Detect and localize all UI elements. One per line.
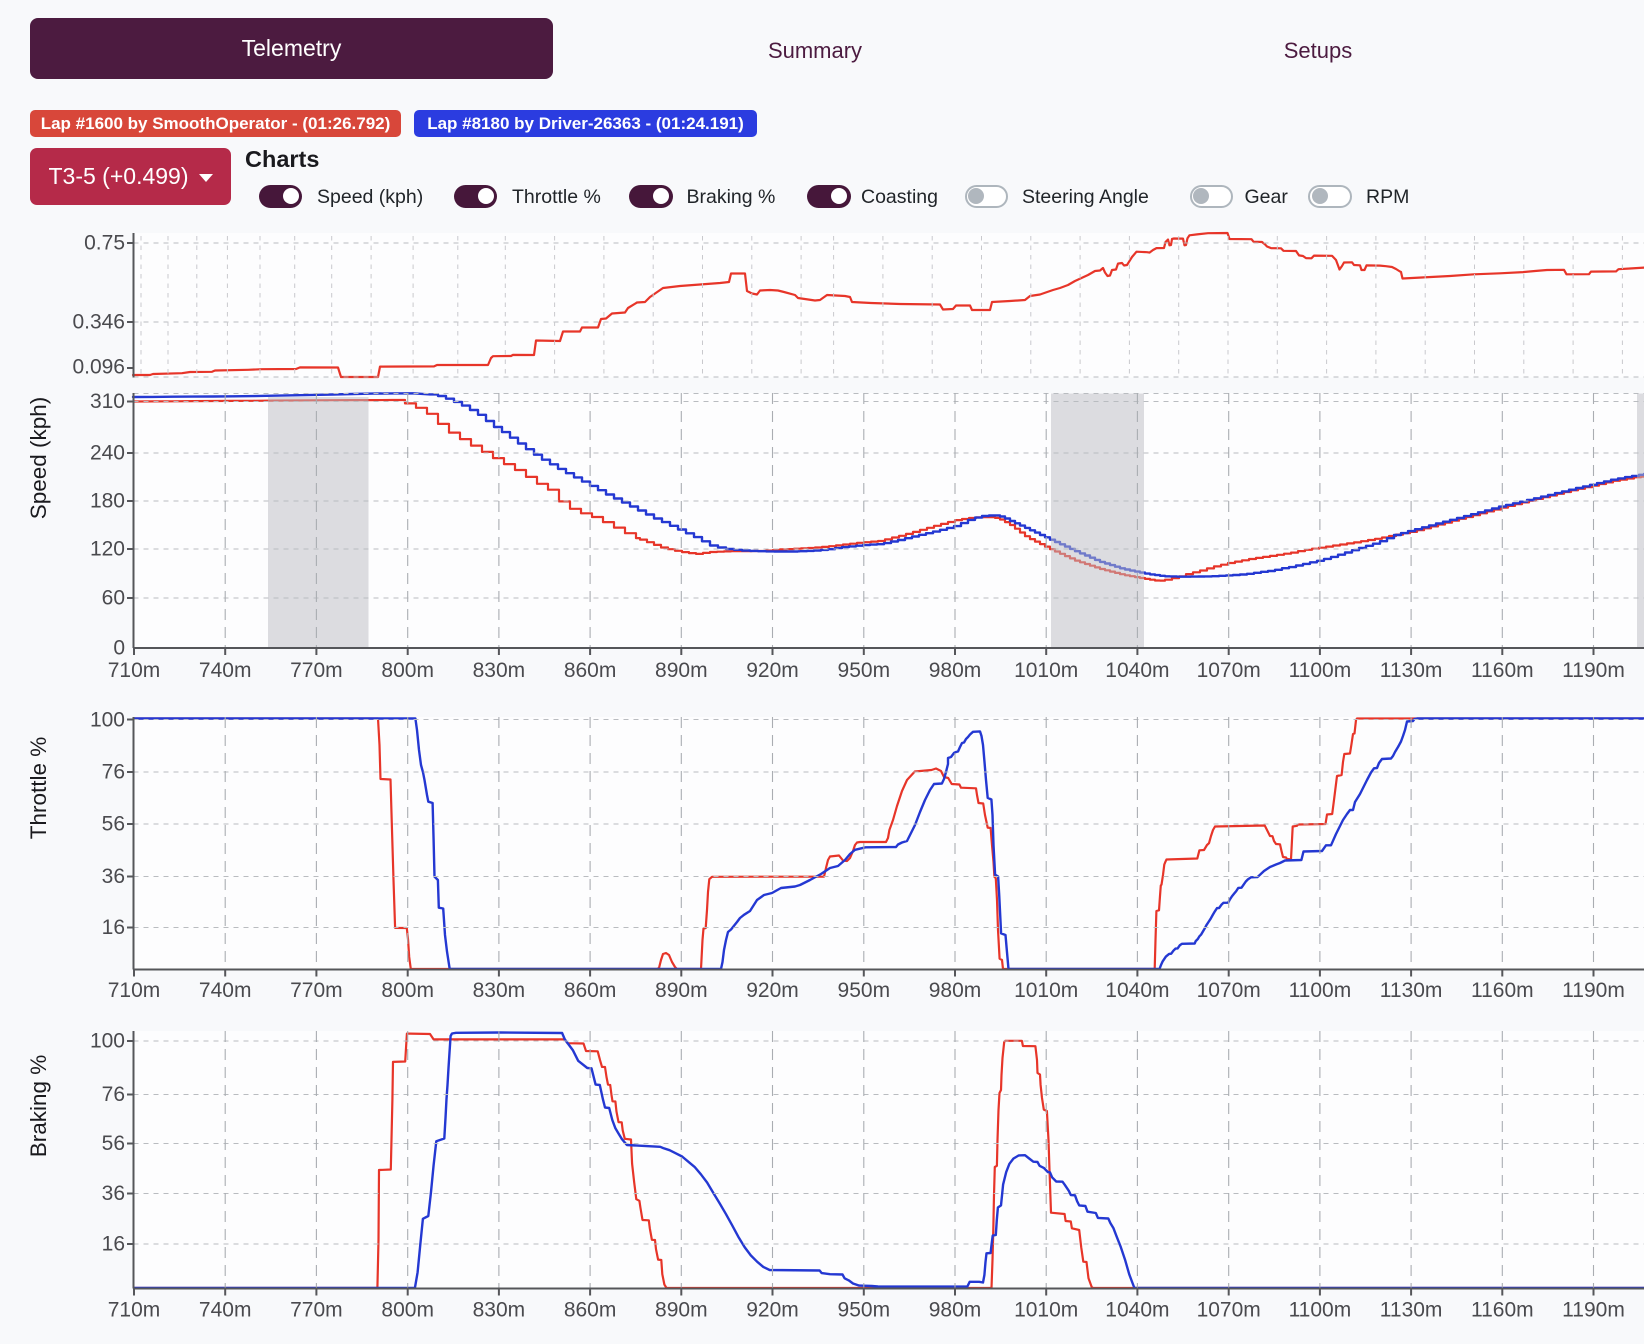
svg-text:920m: 920m [746, 659, 799, 682]
svg-text:240: 240 [90, 442, 125, 465]
svg-text:1070m: 1070m [1197, 1299, 1261, 1322]
svg-text:1040m: 1040m [1105, 659, 1169, 682]
svg-text:36: 36 [102, 1182, 125, 1205]
svg-text:310: 310 [90, 390, 125, 413]
svg-text:710m: 710m [108, 1299, 161, 1322]
svg-text:36: 36 [102, 865, 125, 888]
svg-text:120: 120 [90, 538, 125, 561]
svg-text:830m: 830m [473, 979, 526, 1002]
svg-text:1160m: 1160m [1471, 659, 1534, 682]
svg-text:56: 56 [102, 813, 125, 836]
svg-text:Braking %: Braking % [26, 1055, 51, 1158]
svg-text:890m: 890m [655, 1299, 708, 1322]
svg-text:1160m: 1160m [1471, 979, 1534, 1002]
svg-text:1130m: 1130m [1380, 659, 1443, 682]
svg-text:16: 16 [102, 1233, 125, 1256]
svg-text:100: 100 [90, 709, 125, 732]
svg-text:890m: 890m [655, 979, 708, 1002]
svg-text:Throttle %: Throttle % [26, 737, 51, 840]
svg-text:830m: 830m [473, 1299, 526, 1322]
svg-text:0.346: 0.346 [72, 311, 125, 334]
svg-text:890m: 890m [655, 659, 708, 682]
svg-text:920m: 920m [746, 1299, 799, 1322]
svg-text:1100m: 1100m [1289, 1299, 1352, 1322]
svg-text:800m: 800m [381, 659, 434, 682]
svg-text:1190m: 1190m [1562, 979, 1625, 1002]
svg-text:980m: 980m [929, 659, 982, 682]
svg-text:0: 0 [113, 637, 125, 660]
svg-text:1070m: 1070m [1197, 979, 1261, 1002]
svg-text:860m: 860m [564, 979, 617, 1002]
svg-text:710m: 710m [108, 659, 161, 682]
svg-text:1130m: 1130m [1380, 1299, 1443, 1322]
svg-text:1160m: 1160m [1471, 1299, 1534, 1322]
svg-text:1190m: 1190m [1562, 659, 1625, 682]
svg-text:770m: 770m [290, 979, 343, 1002]
svg-text:1100m: 1100m [1289, 979, 1352, 1002]
svg-text:1010m: 1010m [1014, 1299, 1078, 1322]
svg-text:1130m: 1130m [1380, 979, 1443, 1002]
svg-text:830m: 830m [473, 659, 526, 682]
svg-text:800m: 800m [381, 979, 434, 1002]
svg-text:16: 16 [102, 916, 125, 939]
svg-text:950m: 950m [838, 659, 891, 682]
svg-text:860m: 860m [564, 659, 617, 682]
svg-text:1040m: 1040m [1105, 979, 1169, 1002]
svg-text:76: 76 [102, 761, 125, 784]
svg-text:740m: 740m [199, 979, 252, 1002]
svg-text:740m: 740m [199, 1299, 252, 1322]
svg-text:76: 76 [102, 1083, 125, 1106]
svg-text:950m: 950m [838, 1299, 891, 1322]
svg-text:920m: 920m [746, 979, 799, 1002]
svg-text:1190m: 1190m [1562, 1299, 1625, 1322]
svg-text:1100m: 1100m [1289, 659, 1352, 682]
svg-text:0.096: 0.096 [72, 356, 125, 379]
svg-text:100: 100 [90, 1030, 125, 1053]
svg-text:740m: 740m [199, 659, 252, 682]
svg-text:1010m: 1010m [1014, 659, 1078, 682]
svg-text:1010m: 1010m [1014, 979, 1078, 1002]
svg-text:Speed (kph): Speed (kph) [26, 397, 51, 520]
svg-text:770m: 770m [290, 659, 343, 682]
svg-text:980m: 980m [929, 1299, 982, 1322]
svg-text:1040m: 1040m [1105, 1299, 1169, 1322]
svg-text:60: 60 [102, 587, 125, 610]
svg-text:860m: 860m [564, 1299, 617, 1322]
svg-text:770m: 770m [290, 1299, 343, 1322]
svg-text:1070m: 1070m [1197, 659, 1261, 682]
svg-text:710m: 710m [108, 979, 161, 1002]
svg-text:180: 180 [90, 490, 125, 513]
svg-text:800m: 800m [381, 1299, 434, 1322]
svg-text:980m: 980m [929, 979, 982, 1002]
svg-text:950m: 950m [838, 979, 891, 1002]
svg-text:56: 56 [102, 1132, 125, 1155]
svg-text:0.75: 0.75 [84, 232, 125, 255]
